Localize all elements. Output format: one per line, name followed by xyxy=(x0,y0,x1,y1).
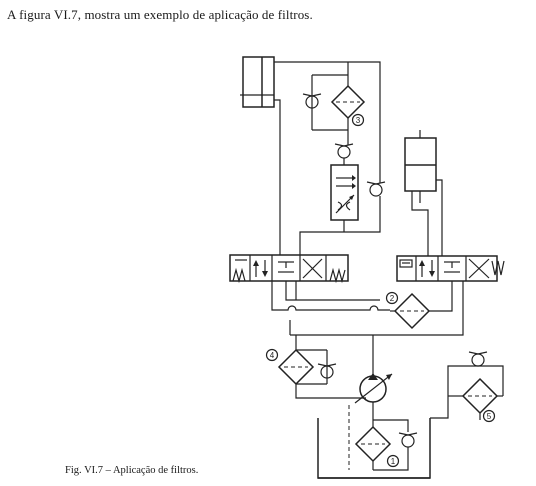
cylinder-a xyxy=(240,56,275,108)
filter-4-label: 4 xyxy=(270,351,275,360)
filter-3-label: 3 xyxy=(356,116,361,125)
check-valve-upper xyxy=(334,143,354,165)
filter-2-assembly: 2 xyxy=(385,281,453,330)
pump xyxy=(354,335,393,418)
directional-valve-right xyxy=(396,255,505,282)
intro-paragraph: A figura VI.7, mostra um exemplo de apli… xyxy=(7,7,313,22)
flow-control-valve xyxy=(330,164,359,221)
cylinder-b xyxy=(404,130,437,203)
filter-3-assembly: 3 xyxy=(302,62,366,145)
filter-1-label: 1 xyxy=(391,457,396,466)
filter-1-assembly: 1 xyxy=(354,418,418,471)
figure-caption: Fig. VI.7 – Aplicação de filtros. xyxy=(65,465,199,476)
filter-2-label: 2 xyxy=(390,294,395,303)
filter-3-label-circle xyxy=(351,113,365,127)
filter-5-label: 5 xyxy=(487,412,492,421)
filter-5-assembly: 5 xyxy=(447,351,504,423)
directional-valve-left xyxy=(229,254,349,284)
check-valve-right xyxy=(366,181,386,197)
filter-4-assembly: 4 xyxy=(265,335,366,399)
reservoir xyxy=(317,400,449,479)
